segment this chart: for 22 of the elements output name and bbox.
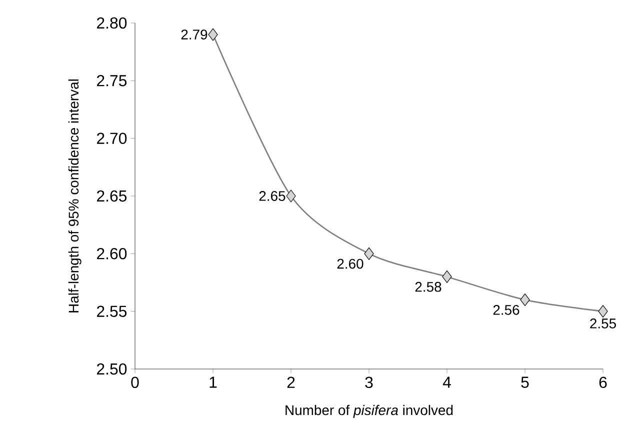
y-tick-label: 2.60 bbox=[97, 248, 127, 260]
y-tick-label: 2.50 bbox=[97, 363, 127, 375]
data-label: 2.58 bbox=[415, 282, 442, 292]
data-label: 2.55 bbox=[590, 318, 616, 328]
x-tick-label: 2 bbox=[287, 376, 295, 388]
y-tick-label: 2.70 bbox=[97, 132, 127, 144]
x-axis-title: Number of pisifera involved bbox=[286, 404, 453, 418]
y-axis-title: Half-length of 95% confidence interval bbox=[68, 80, 82, 312]
data-label: 2.56 bbox=[493, 304, 520, 315]
y-tick-label: 2.75 bbox=[97, 75, 127, 86]
x-tick-label: 4 bbox=[442, 376, 451, 388]
x-tick-label: 0 bbox=[131, 376, 139, 388]
y-tick-label: 2.55 bbox=[97, 306, 127, 317]
x-tick-label: 1 bbox=[210, 376, 217, 388]
data-label: 2.65 bbox=[259, 191, 286, 201]
x-tick-label: 5 bbox=[521, 376, 529, 388]
data-label: 2.79 bbox=[181, 30, 208, 40]
data-label: 2.60 bbox=[337, 258, 364, 269]
x-tick-label: 3 bbox=[365, 376, 373, 388]
y-tick-label: 2.80 bbox=[97, 17, 127, 29]
y-tick-label: 2.65 bbox=[97, 190, 127, 202]
x-tick-label: 6 bbox=[599, 376, 607, 388]
